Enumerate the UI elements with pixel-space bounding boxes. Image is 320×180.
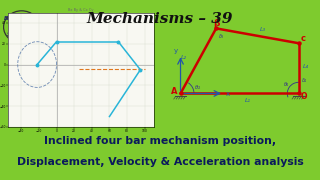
Text: x: x: [226, 91, 230, 97]
Text: L₁: L₁: [244, 98, 251, 103]
Text: O: O: [301, 92, 307, 101]
Text: β: β: [213, 19, 220, 28]
Text: $\delta_4$: $\delta_4$: [301, 76, 308, 85]
Text: Mechanisms – 39: Mechanisms – 39: [87, 12, 233, 26]
Text: y: y: [174, 48, 178, 54]
Text: c: c: [301, 34, 306, 43]
Title: Bx By & Cx Cy: Bx By & Cx Cy: [68, 8, 93, 12]
Text: Engineering: Engineering: [4, 16, 39, 21]
Text: Design: Design: [12, 24, 32, 29]
Text: A: A: [171, 87, 177, 96]
Text: $\theta_2$: $\theta_2$: [194, 83, 201, 92]
Text: Displacement, Velocity & Acceleration analysis: Displacement, Velocity & Acceleration an…: [17, 157, 303, 167]
Text: $\theta_4$: $\theta_4$: [284, 80, 290, 89]
Text: L₂: L₂: [181, 55, 187, 60]
Text: Simplified: Simplified: [7, 32, 36, 37]
Text: L₃: L₃: [260, 27, 265, 32]
Text: $\delta_3$: $\delta_3$: [218, 32, 225, 41]
Text: L₄: L₄: [303, 64, 309, 69]
Text: Inclined four bar mechanism position,: Inclined four bar mechanism position,: [44, 136, 276, 146]
